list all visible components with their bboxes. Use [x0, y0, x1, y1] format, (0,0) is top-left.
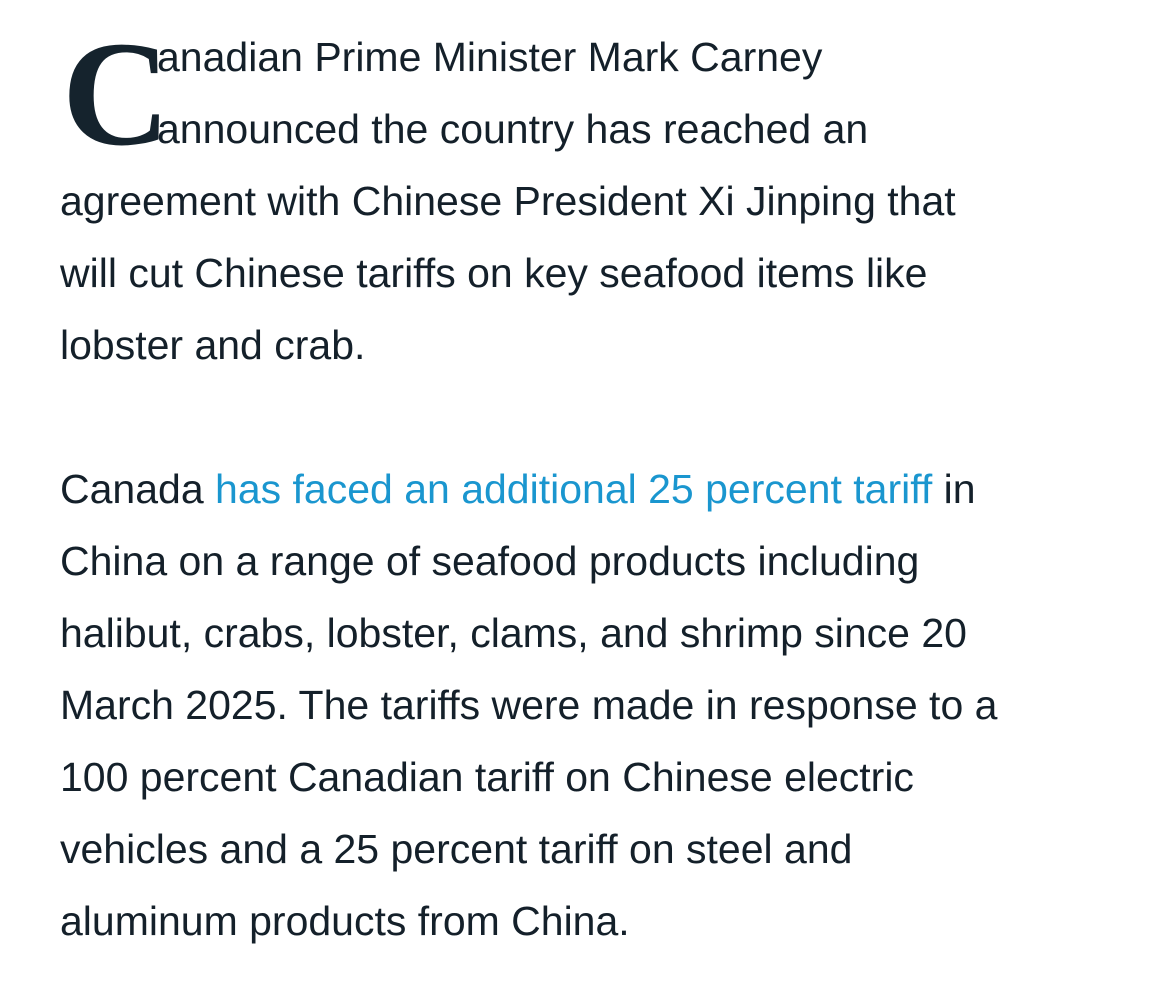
text-line: will cut Chinese tariffs on key seafood … [60, 250, 928, 296]
text-line: lobster and crab. [60, 322, 366, 368]
text-line: China on a range of seafood products inc… [60, 538, 920, 584]
text-line: halibut, crabs, lobster, clams, and shri… [60, 610, 967, 656]
paragraph-2: Canada has faced an additional 25 percen… [60, 453, 1150, 957]
text-line: vehicles and a 25 percent tariff on stee… [60, 826, 853, 872]
text-line: announced the country has reached an [157, 106, 869, 152]
text-line: aluminum products from China. [60, 898, 630, 944]
text-line: agreement with Chinese President Xi Jinp… [60, 178, 956, 224]
article-body: C anadian Prime Minister Mark Carney ann… [60, 11, 1150, 957]
text-line: Canada has faced an additional 25 percen… [60, 453, 1150, 525]
text-segment: in [932, 466, 976, 512]
paragraph-1: C anadian Prime Minister Mark Carney ann… [60, 11, 1150, 381]
text-line: March 2025. The tariffs were made in res… [60, 682, 998, 728]
text-segment: Canada [60, 466, 216, 512]
tariff-link[interactable]: has faced an additional 25 percent tarif… [215, 466, 933, 512]
drop-cap: C [62, 11, 171, 177]
text-line: 100 percent Canadian tariff on Chinese e… [60, 754, 914, 800]
text-line: anadian Prime Minister Mark Carney [157, 34, 823, 80]
